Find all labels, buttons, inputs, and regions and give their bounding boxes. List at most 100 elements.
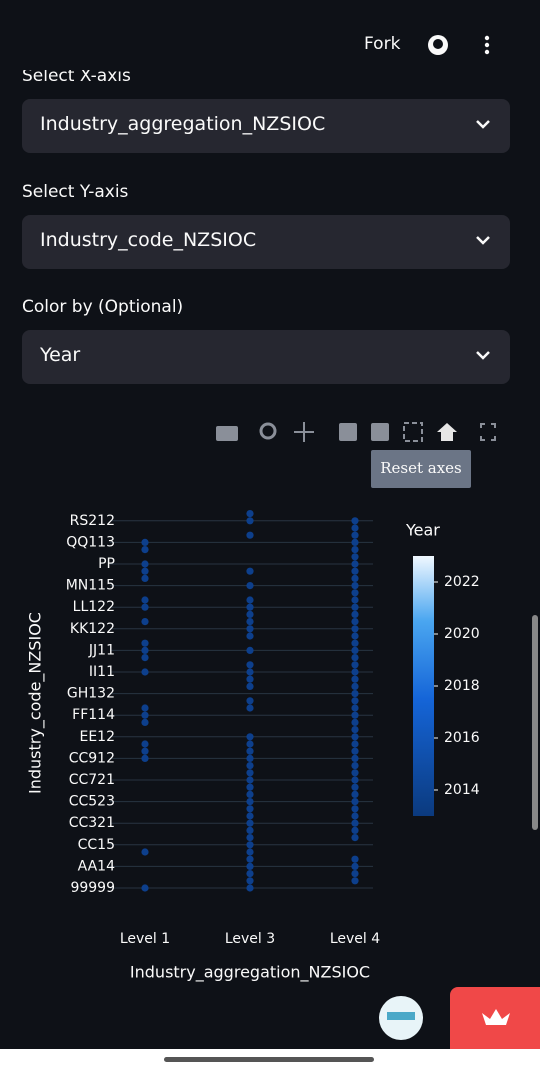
streamlit-badge[interactable] <box>379 996 423 1040</box>
point <box>246 632 254 640</box>
point <box>246 848 254 856</box>
point <box>351 524 359 532</box>
zoom-icon[interactable] <box>259 422 277 440</box>
point <box>351 574 359 582</box>
y-tick-label: EE12 <box>79 729 115 745</box>
point <box>141 704 149 712</box>
point <box>351 538 359 546</box>
point <box>141 538 149 546</box>
point <box>246 819 254 827</box>
point <box>246 747 254 755</box>
point <box>246 826 254 834</box>
point <box>246 682 254 690</box>
point <box>141 546 149 554</box>
y-tick-label: CC912 <box>69 750 115 766</box>
point <box>246 870 254 878</box>
toolbar <box>216 422 496 442</box>
fullscreen-icon[interactable] <box>480 423 496 441</box>
fork-link[interactable]: Fork <box>364 34 401 54</box>
y-axis-title: Industry_code_NZSIOC <box>26 612 46 794</box>
y-tick-label: QQ113 <box>66 534 115 550</box>
point <box>351 618 359 626</box>
x-tick-label: Level 1 <box>120 931 170 947</box>
point <box>246 805 254 813</box>
point <box>351 531 359 539</box>
pan-icon[interactable] <box>294 422 314 442</box>
point <box>246 625 254 633</box>
point <box>246 646 254 654</box>
colorbar-tick-label: 2014 <box>444 782 480 798</box>
camera-icon[interactable] <box>216 426 238 441</box>
point <box>246 762 254 770</box>
point <box>246 812 254 820</box>
point <box>351 762 359 770</box>
home-icon[interactable] <box>437 423 457 441</box>
select-box[interactable]: Industry_code_NZSIOC <box>22 215 510 269</box>
point <box>246 668 254 676</box>
github-icon[interactable] <box>427 34 449 56</box>
point <box>351 862 359 870</box>
y-tick-label: RS212 <box>70 513 115 529</box>
select-box[interactable]: Year <box>22 330 510 384</box>
chart: Reset axes RS212 QQ113 PP MN115 LL122 KK122 JJ… <box>26 422 496 983</box>
point <box>141 596 149 604</box>
point <box>351 632 359 640</box>
point <box>141 747 149 755</box>
point <box>246 798 254 806</box>
point <box>351 675 359 683</box>
point <box>351 718 359 726</box>
point <box>351 877 359 885</box>
point <box>246 510 254 518</box>
colorbar-tick-label: 2022 <box>444 574 480 590</box>
y-tick-label: LL122 <box>73 599 115 615</box>
control-label: Color by (Optional) <box>22 297 184 317</box>
point <box>246 841 254 849</box>
point <box>351 589 359 597</box>
zoom-out-icon[interactable] <box>371 423 389 441</box>
menu-icon[interactable] <box>483 34 491 56</box>
point <box>351 711 359 719</box>
point <box>351 610 359 618</box>
point <box>351 747 359 755</box>
autoscale-icon[interactable] <box>403 422 423 442</box>
point <box>246 697 254 705</box>
y-tick-label: KK122 <box>70 621 115 637</box>
header: Fork <box>0 0 540 70</box>
point <box>246 776 254 784</box>
point <box>351 834 359 842</box>
point <box>246 610 254 618</box>
point <box>141 754 149 762</box>
point <box>246 733 254 741</box>
y-tick-label: PP <box>98 556 115 572</box>
point <box>246 704 254 712</box>
manage-app-button[interactable] <box>450 987 540 1049</box>
select-value: Industry_code_NZSIOC <box>40 229 257 251</box>
x-tick-label: Level 3 <box>225 931 275 947</box>
select-box[interactable]: Industry_aggregation_NZSIOC <box>22 99 510 153</box>
point <box>246 877 254 885</box>
point <box>351 603 359 611</box>
y-tick-label: MN115 <box>66 578 115 594</box>
point <box>246 517 254 525</box>
point <box>351 783 359 791</box>
point <box>246 783 254 791</box>
point <box>351 682 359 690</box>
point <box>351 870 359 878</box>
zoom-in-icon[interactable] <box>339 423 357 441</box>
point <box>141 646 149 654</box>
point <box>141 603 149 611</box>
y-tick-label: AA14 <box>78 858 115 874</box>
point <box>351 790 359 798</box>
point <box>141 560 149 568</box>
point <box>141 884 149 892</box>
point <box>351 553 359 561</box>
select-value: Industry_aggregation_NZSIOC <box>40 113 326 135</box>
scrollbar <box>532 615 538 830</box>
point <box>141 668 149 676</box>
point <box>351 805 359 813</box>
point <box>351 826 359 834</box>
point <box>141 574 149 582</box>
point <box>351 776 359 784</box>
point <box>351 740 359 748</box>
